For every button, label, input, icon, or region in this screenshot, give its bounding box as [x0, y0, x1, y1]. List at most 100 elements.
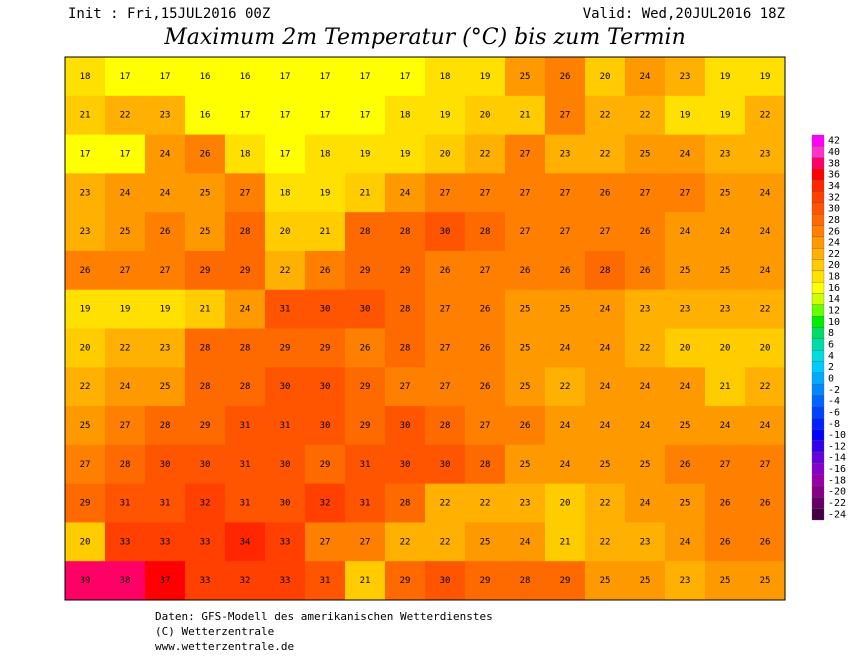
temperature-cell [345, 134, 386, 174]
temperature-value: 24 [120, 382, 131, 392]
temperature-cell [345, 57, 386, 97]
temperature-value: 29 [400, 266, 411, 276]
temperature-value: 27 [440, 343, 451, 353]
temperature-cell [305, 57, 346, 97]
temperature-cell [265, 57, 306, 97]
scale-label: 40 [828, 147, 840, 158]
temperature-cell [305, 212, 346, 252]
temperature-cell [185, 95, 226, 136]
temperature-value: 38 [120, 576, 131, 586]
temperature-cell [585, 57, 626, 97]
temperature-cell [425, 212, 466, 252]
temperature-value: 19 [320, 188, 331, 198]
scale-label: 36 [828, 170, 840, 181]
temperature-value: 25 [720, 576, 731, 586]
temperature-cell [385, 250, 426, 291]
temperature-cell [225, 212, 266, 252]
scale-label: -4 [828, 396, 840, 407]
temperature-value: 19 [80, 305, 91, 315]
scale-swatch [811, 270, 825, 283]
temperature-value: 20 [600, 72, 611, 82]
scale-label: 16 [828, 283, 840, 294]
temperature-cell [585, 173, 626, 213]
temperature-cell [225, 406, 266, 446]
scale-label: 18 [828, 272, 840, 283]
temperature-cell [585, 483, 626, 523]
temperature-value: 26 [480, 382, 491, 392]
temperature-value: 25 [200, 227, 211, 237]
scale-swatch [811, 508, 825, 521]
temperature-value: 23 [520, 499, 531, 509]
temperature-cell [65, 134, 106, 174]
temperature-value: 20 [760, 343, 771, 353]
temperature-value: 21 [320, 227, 331, 237]
temperature-value: 22 [600, 537, 611, 547]
temperature-value: 25 [760, 576, 771, 586]
scale-swatch [811, 225, 825, 238]
temperature-value: 31 [280, 305, 291, 315]
temperature-cell [465, 561, 506, 601]
temperature-value: 24 [640, 421, 651, 431]
temperature-value: 27 [440, 188, 451, 198]
color-scale: 424038363432302826242220181614121086420-… [811, 134, 846, 521]
temperature-value: 17 [360, 72, 371, 82]
temperature-cell [505, 561, 546, 601]
temperature-cell [65, 522, 106, 562]
temperature-value: 22 [440, 499, 451, 509]
temperature-cell [425, 406, 466, 446]
temperature-value: 26 [720, 499, 731, 509]
temperature-value: 25 [120, 227, 131, 237]
temperature-value: 19 [680, 111, 691, 121]
temperature-cell [185, 328, 226, 368]
temperature-cell [545, 95, 586, 136]
temperature-cell [665, 406, 706, 446]
temperature-value: 29 [200, 266, 211, 276]
temperature-value: 24 [680, 149, 691, 159]
temperature-cell [665, 522, 706, 562]
temperature-cell [305, 444, 346, 485]
temperature-value: 26 [520, 266, 531, 276]
valid-time: Valid: Wed,20JUL2016 18Z [583, 6, 785, 22]
temperature-cell [665, 367, 706, 407]
temperature-value: 27 [600, 227, 611, 237]
temperature-cell [505, 95, 546, 136]
temperature-cell [545, 367, 586, 407]
scale-label: 32 [828, 192, 840, 203]
scale-label: 12 [828, 306, 840, 317]
map-frame [64, 56, 786, 601]
temperature-cell [345, 444, 386, 485]
temperature-cell [345, 173, 386, 213]
temperature-cell [665, 57, 706, 97]
temperature-value: 21 [80, 111, 91, 121]
scale-label: 34 [828, 181, 840, 192]
temperature-cell [505, 134, 546, 174]
temperature-value: 19 [120, 305, 131, 315]
temperature-value: 20 [480, 111, 491, 121]
temperature-value: 28 [200, 343, 211, 353]
temperature-value: 25 [720, 188, 731, 198]
temperature-cell [105, 57, 146, 97]
temperature-cell [505, 367, 546, 407]
temperature-cell [145, 134, 186, 174]
temperature-value: 30 [280, 382, 291, 392]
scale-swatch [811, 157, 825, 170]
temperature-cell [225, 134, 266, 174]
temperature-cell [745, 250, 786, 291]
temperature-value: 17 [120, 149, 131, 159]
temperature-cell [265, 212, 306, 252]
temperature-value: 23 [640, 537, 651, 547]
temperature-value: 33 [200, 537, 211, 547]
temperature-cell [145, 367, 186, 407]
temperature-value: 23 [80, 188, 91, 198]
temperature-cell [505, 212, 546, 252]
scale-label: 24 [828, 238, 840, 249]
temperature-cell [625, 444, 666, 485]
scale-swatch [811, 191, 825, 204]
temperature-cell [665, 212, 706, 252]
temperature-value: 20 [560, 499, 571, 509]
scale-label: 6 [828, 339, 834, 350]
temperature-cell [225, 289, 266, 329]
temperature-cell [145, 561, 186, 601]
temperature-cell [625, 483, 666, 523]
temperature-value: 30 [320, 421, 331, 431]
